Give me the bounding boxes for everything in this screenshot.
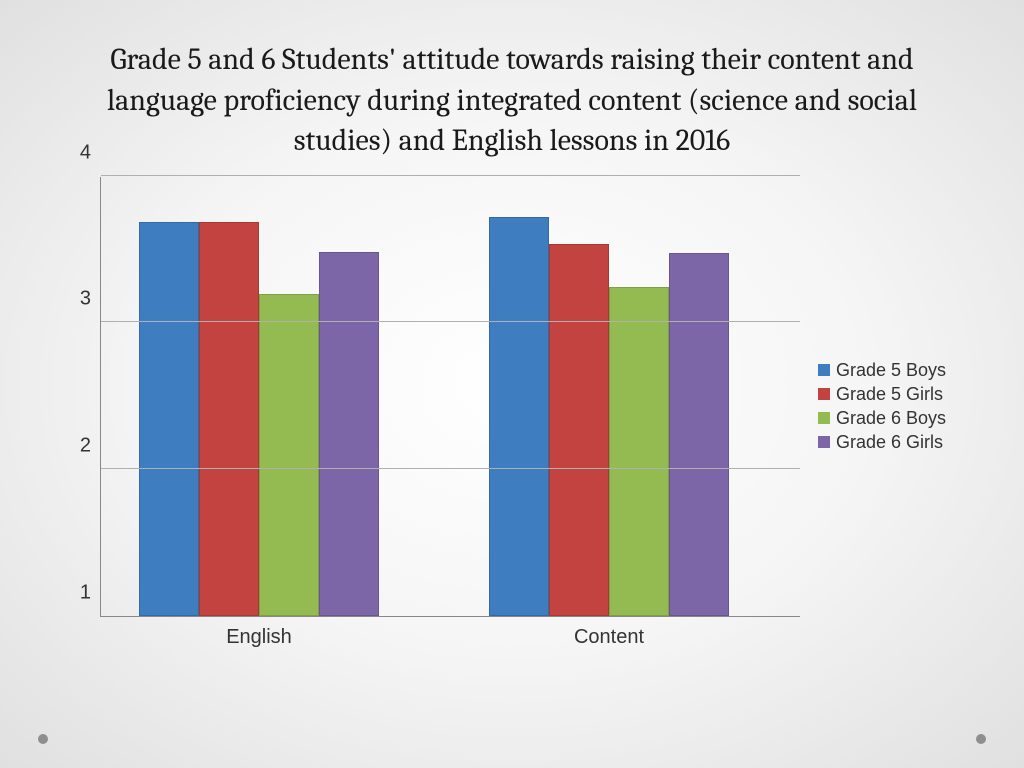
legend-label: Grade 6 Boys	[836, 408, 946, 429]
legend-label: Grade 5 Girls	[836, 384, 943, 405]
y-tick-label: 1	[80, 581, 101, 604]
chart-title: Grade 5 and 6 Students' attitude towards…	[92, 40, 932, 162]
legend-item: Grade 5 Girls	[818, 384, 946, 405]
legend-item: Grade 6 Girls	[818, 432, 946, 453]
bar	[489, 217, 549, 616]
bar	[199, 222, 259, 615]
chart-container: 1234EnglishContent Grade 5 Boys Grade 5 G…	[60, 177, 964, 617]
bar-group	[139, 222, 379, 615]
chart: 1234EnglishContent	[60, 177, 800, 617]
gridline	[101, 468, 800, 469]
y-tick-label: 2	[80, 434, 101, 457]
plot-area: 1234EnglishContent	[100, 177, 800, 617]
decorative-dot-left	[38, 734, 48, 744]
legend-label: Grade 5 Boys	[836, 360, 946, 381]
legend-item: Grade 6 Boys	[818, 408, 946, 429]
bar	[669, 253, 729, 615]
bar	[259, 294, 319, 615]
y-tick-label: 3	[80, 288, 101, 311]
legend-swatch	[818, 364, 830, 376]
gridline	[101, 321, 800, 322]
legend-swatch	[818, 436, 830, 448]
legend-swatch	[818, 388, 830, 400]
decorative-dot-right	[976, 734, 986, 744]
bars-layer	[101, 177, 800, 616]
legend: Grade 5 Boys Grade 5 Girls Grade 6 Boys Gra…	[818, 357, 946, 456]
bar	[319, 252, 379, 616]
legend-item: Grade 5 Boys	[818, 360, 946, 381]
bar-group	[489, 217, 729, 616]
bar	[139, 222, 199, 615]
bar	[549, 244, 609, 615]
legend-label: Grade 6 Girls	[836, 432, 943, 453]
bar	[609, 287, 669, 616]
gridline	[101, 175, 800, 176]
x-category-label: English	[226, 616, 292, 649]
legend-swatch	[818, 412, 830, 424]
y-tick-label: 4	[80, 141, 101, 164]
x-category-label: Content	[574, 616, 644, 649]
